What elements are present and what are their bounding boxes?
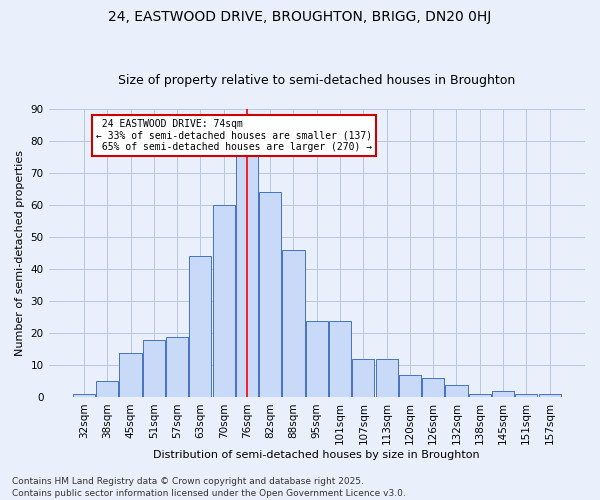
Bar bbox=[329, 320, 351, 398]
Bar bbox=[492, 391, 514, 398]
Bar bbox=[306, 320, 328, 398]
Text: 24, EASTWOOD DRIVE, BROUGHTON, BRIGG, DN20 0HJ: 24, EASTWOOD DRIVE, BROUGHTON, BRIGG, DN… bbox=[109, 10, 491, 24]
X-axis label: Distribution of semi-detached houses by size in Broughton: Distribution of semi-detached houses by … bbox=[154, 450, 480, 460]
Bar bbox=[399, 375, 421, 398]
Bar bbox=[212, 205, 235, 398]
Bar bbox=[73, 394, 95, 398]
Bar bbox=[283, 250, 305, 398]
Bar bbox=[96, 382, 118, 398]
Bar bbox=[190, 256, 211, 398]
Bar bbox=[166, 336, 188, 398]
Y-axis label: Number of semi-detached properties: Number of semi-detached properties bbox=[15, 150, 25, 356]
Bar bbox=[119, 352, 142, 398]
Bar bbox=[376, 359, 398, 398]
Bar bbox=[539, 394, 560, 398]
Bar bbox=[422, 378, 444, 398]
Bar bbox=[236, 154, 258, 398]
Bar bbox=[352, 359, 374, 398]
Bar bbox=[445, 384, 467, 398]
Bar bbox=[515, 394, 538, 398]
Text: 24 EASTWOOD DRIVE: 74sqm
← 33% of semi-detached houses are smaller (137)
 65% of: 24 EASTWOOD DRIVE: 74sqm ← 33% of semi-d… bbox=[95, 118, 372, 152]
Title: Size of property relative to semi-detached houses in Broughton: Size of property relative to semi-detach… bbox=[118, 74, 515, 87]
Text: Contains HM Land Registry data © Crown copyright and database right 2025.
Contai: Contains HM Land Registry data © Crown c… bbox=[12, 476, 406, 498]
Bar bbox=[469, 394, 491, 398]
Bar bbox=[259, 192, 281, 398]
Bar bbox=[143, 340, 165, 398]
